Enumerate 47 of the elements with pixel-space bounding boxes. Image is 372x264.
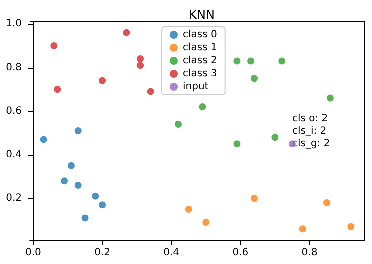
point xyxy=(324,199,331,206)
point xyxy=(99,202,106,209)
y-tick-label: 1.0 xyxy=(6,18,22,30)
point xyxy=(137,62,144,70)
legend-label: class 3 xyxy=(183,68,218,80)
point xyxy=(92,192,100,200)
y-tick-label: 0.8 xyxy=(6,62,22,74)
point xyxy=(250,75,258,82)
y-tick-label: 0.4 xyxy=(6,149,22,160)
point xyxy=(185,206,192,213)
point xyxy=(299,226,306,233)
point xyxy=(40,136,48,144)
point xyxy=(175,120,182,128)
legend-label: class 0 xyxy=(183,30,218,40)
point xyxy=(202,219,210,226)
x-tick-label: 0.6 xyxy=(232,248,249,258)
point xyxy=(199,104,206,111)
point xyxy=(74,182,82,189)
point xyxy=(348,223,355,230)
point xyxy=(123,29,130,36)
point xyxy=(147,88,154,96)
point xyxy=(54,86,62,94)
point xyxy=(61,178,68,185)
x-tick-label: 0.2 xyxy=(94,248,110,258)
point xyxy=(234,58,241,65)
point xyxy=(278,58,286,65)
point xyxy=(68,162,75,170)
annotation: cls o: 2 cls_i: 2 cls_g: 2 xyxy=(292,113,330,150)
point xyxy=(326,94,334,102)
point xyxy=(74,128,82,134)
legend-label: class 1 xyxy=(183,42,218,54)
point xyxy=(137,56,144,63)
point xyxy=(234,140,241,148)
y-tick-label: 0.2 xyxy=(6,193,22,204)
point xyxy=(50,42,58,50)
x-tick-label: 0.4 xyxy=(164,248,180,258)
point xyxy=(99,77,106,84)
legend-label: input xyxy=(183,82,209,92)
x-tick-label: 0.8 xyxy=(302,248,318,258)
x-tick-label: 0.0 xyxy=(26,248,42,258)
point xyxy=(272,134,279,142)
point xyxy=(250,195,258,202)
legend-label: class 2 xyxy=(183,56,218,66)
point xyxy=(248,58,255,65)
point xyxy=(82,214,89,222)
y-tick-label: 0.6 xyxy=(6,106,22,117)
chart-title: KNN xyxy=(189,8,215,22)
